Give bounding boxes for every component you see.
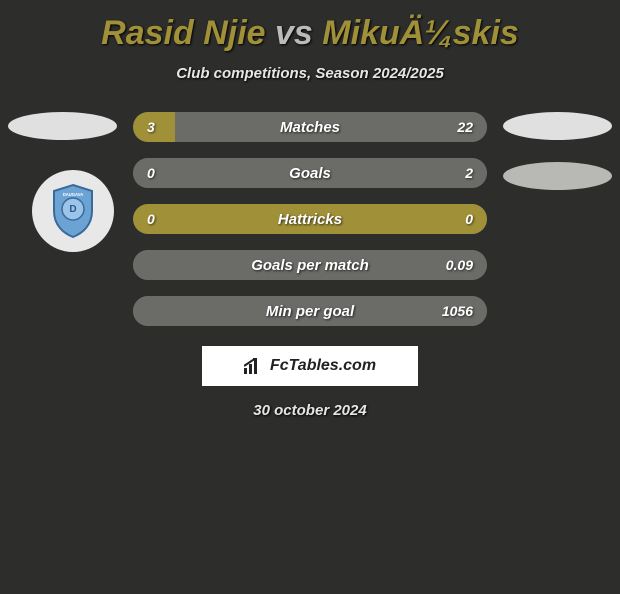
stat-value-right: 1056 xyxy=(442,303,473,319)
subtitle: Club competitions, Season 2024/2025 xyxy=(0,65,620,82)
player2-avatar-placeholder xyxy=(503,112,612,140)
vs-text: vs xyxy=(275,14,313,52)
chart-icon xyxy=(244,358,264,374)
svg-text:D: D xyxy=(69,204,76,215)
stat-value-right: 0.09 xyxy=(446,257,473,273)
stat-value-right: 2 xyxy=(465,165,473,181)
player2-club-placeholder xyxy=(503,162,612,190)
stat-row: 0.09 Goals per match xyxy=(133,250,487,280)
date-text: 30 october 2024 xyxy=(0,402,620,419)
stat-label: Matches xyxy=(280,119,340,136)
stat-row: 0 2 Goals xyxy=(133,158,487,188)
stat-row: 0 0 Hattricks xyxy=(133,204,487,234)
player2-name: MikuÄ¼skis xyxy=(322,14,519,52)
stat-value-left: 0 xyxy=(147,165,155,181)
stat-label: Goals xyxy=(289,165,331,182)
stat-label: Min per goal xyxy=(266,303,354,320)
stat-value-left: 0 xyxy=(147,211,155,227)
player1-name: Rasid Njie xyxy=(101,14,265,52)
comparison-title: Rasid Njie vs MikuÄ¼skis xyxy=(0,14,620,53)
stat-value-right: 0 xyxy=(465,211,473,227)
stat-row: 1056 Min per goal xyxy=(133,296,487,326)
stats-area: D DAUGAVA 3 22 Matches 0 2 Goals 0 0 Hattricks 0.… xyxy=(0,112,620,326)
svg-text:DAUGAVA: DAUGAVA xyxy=(63,192,84,197)
brand-box[interactable]: FcTables.com xyxy=(202,346,418,386)
stat-value-right: 22 xyxy=(457,119,473,135)
stat-label: Hattricks xyxy=(278,211,342,228)
stat-value-left: 3 xyxy=(147,119,155,135)
stat-rows: 3 22 Matches 0 2 Goals 0 0 Hattricks 0.09 Goals pe… xyxy=(133,112,487,326)
player1-avatar-placeholder xyxy=(8,112,117,140)
shield-icon: D DAUGAVA xyxy=(50,183,96,239)
brand-text: FcTables.com xyxy=(270,357,376,375)
player1-club-badge: D DAUGAVA xyxy=(32,170,114,252)
stat-row: 3 22 Matches xyxy=(133,112,487,142)
stat-label: Goals per match xyxy=(251,257,369,274)
